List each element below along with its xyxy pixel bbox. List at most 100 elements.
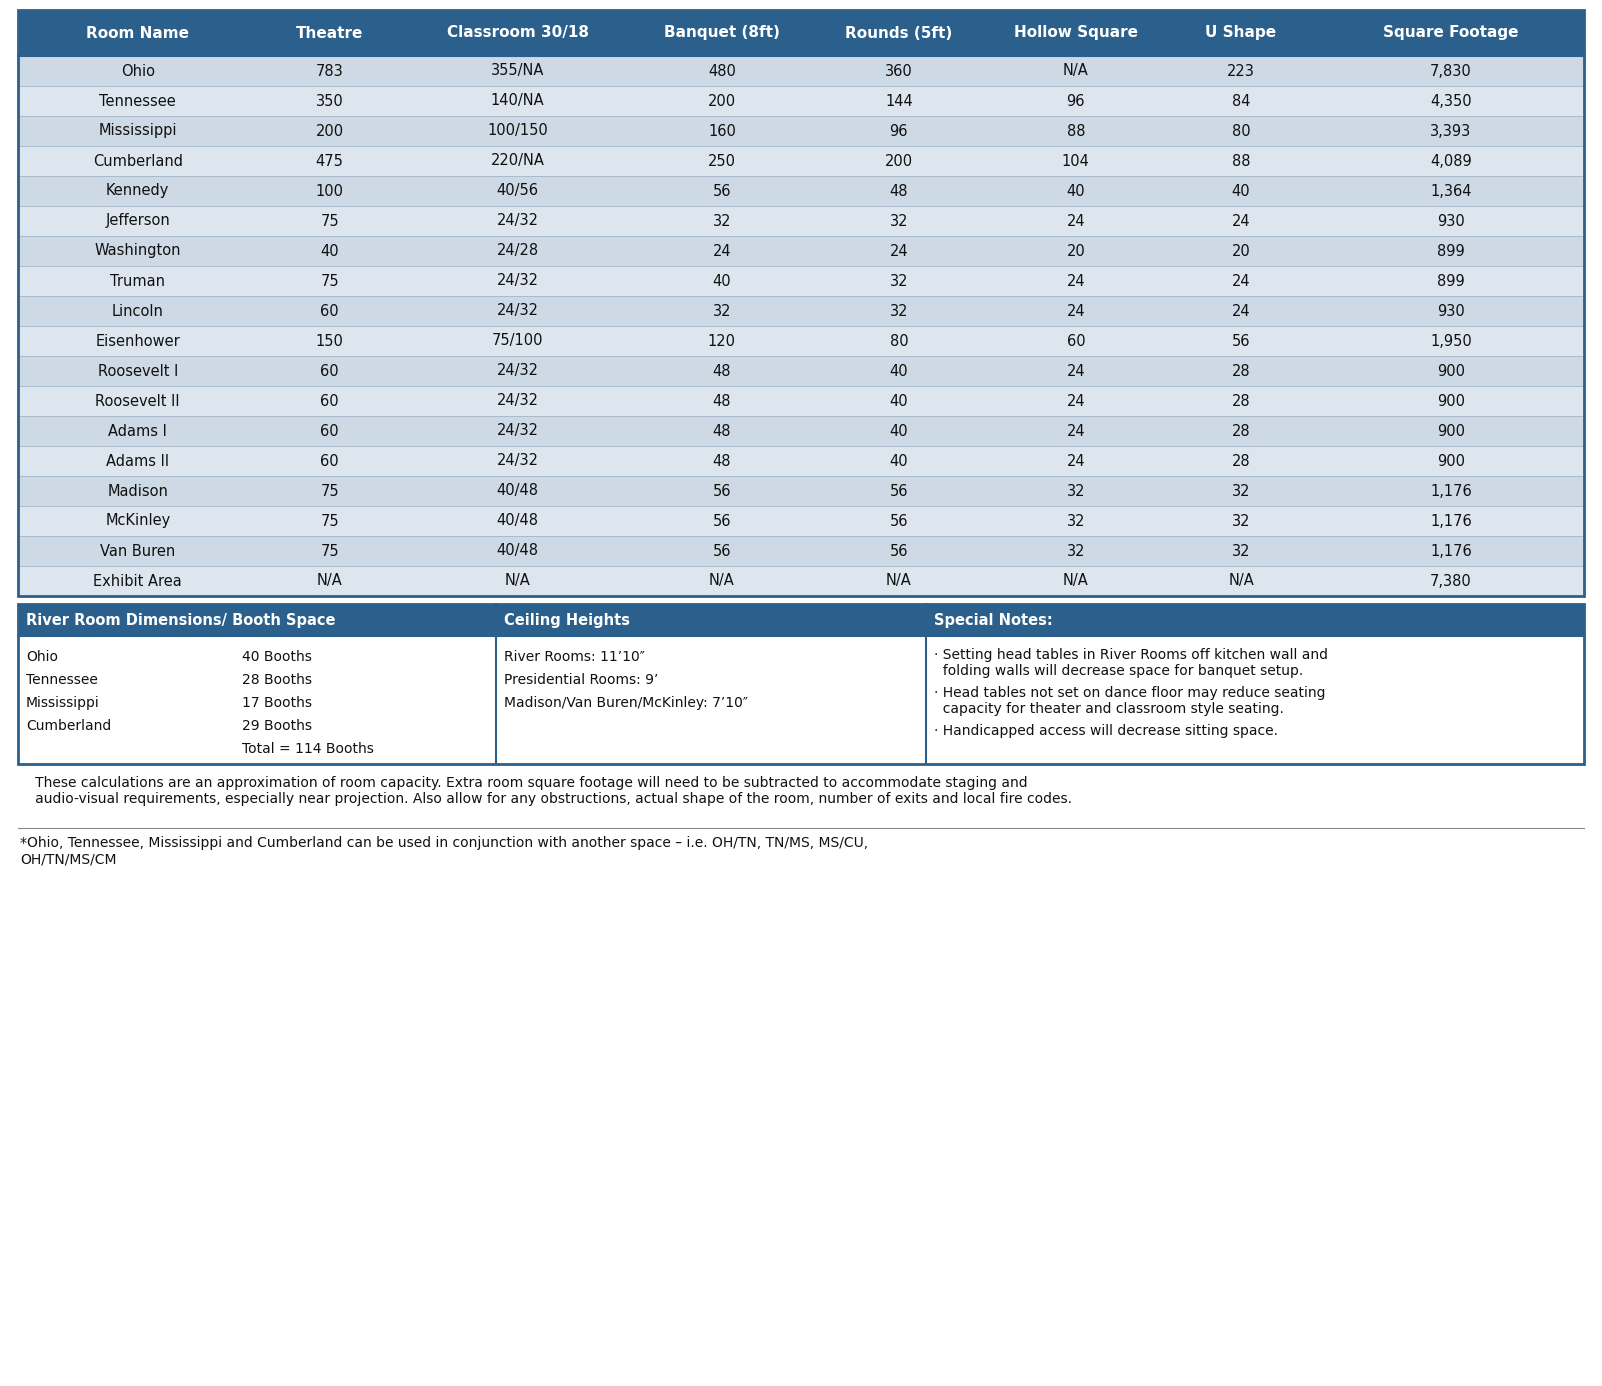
Text: Ohio: Ohio [120,64,155,79]
Text: 200: 200 [316,123,344,139]
Text: 475: 475 [316,154,343,169]
Text: 140/NA: 140/NA [490,93,545,108]
Bar [18,10,1584,596]
Text: 24/32: 24/32 [497,273,538,288]
Text: Jefferson: Jefferson [106,213,170,229]
Text: 32: 32 [889,304,908,319]
Text: 56: 56 [713,513,731,528]
Text: 355/NA: 355/NA [490,64,545,79]
Text: 480: 480 [708,64,735,79]
Text: Classroom 30/18: Classroom 30/18 [447,25,588,40]
Text: 20: 20 [1232,244,1251,259]
Text: 48: 48 [713,453,731,468]
Text: 24: 24 [1067,213,1085,229]
Text: 75: 75 [320,543,340,559]
Text: 60: 60 [320,304,340,319]
Text: 24/32: 24/32 [497,453,538,468]
Text: 1,176: 1,176 [1431,484,1472,499]
Text: 17 Booths: 17 Booths [242,696,312,710]
Text: N/A: N/A [1064,574,1089,589]
Text: Eisenhower: Eisenhower [96,334,179,348]
Text: 40: 40 [889,394,908,409]
Text: 200: 200 [708,93,735,108]
Text: 40 Booths: 40 Booths [242,650,312,664]
Text: Madison: Madison [107,484,168,499]
Text: N/A: N/A [1229,574,1254,589]
Text: Exhibit Area: Exhibit Area [93,574,183,589]
Text: 24: 24 [1232,273,1250,288]
Text: 48: 48 [713,424,731,438]
Text: 75: 75 [320,213,340,229]
Text: 24: 24 [889,244,908,259]
Text: 40/48: 40/48 [497,513,538,528]
Text: Roosevelt I: Roosevelt I [98,363,178,378]
Text: U Shape: U Shape [1205,25,1277,40]
Text: 56: 56 [889,513,908,528]
Text: 28: 28 [1232,363,1250,378]
Text: 75: 75 [320,513,340,528]
Text: 28: 28 [1232,424,1250,438]
Text: 40/48: 40/48 [497,543,538,559]
Text: 24/32: 24/32 [497,213,538,229]
Text: Cumberland: Cumberland [26,719,111,733]
Text: 24: 24 [1067,394,1085,409]
Bar [18,604,495,636]
Text: 60: 60 [320,453,340,468]
Bar [18,326,1584,356]
Text: N/A: N/A [1064,64,1089,79]
Text: 40/56: 40/56 [497,183,538,198]
Text: 1,176: 1,176 [1431,513,1472,528]
Bar [926,604,1584,636]
Text: 75: 75 [320,484,340,499]
Text: 28: 28 [1232,453,1250,468]
Text: 100: 100 [316,183,344,198]
Text: 144: 144 [884,93,913,108]
Text: N/A: N/A [317,574,343,589]
Text: 88: 88 [1232,154,1250,169]
Text: 60: 60 [320,363,340,378]
Bar [495,604,926,636]
Text: 28: 28 [1232,394,1250,409]
Bar [18,565,1584,596]
Text: 24/32: 24/32 [497,363,538,378]
Text: Cumberland: Cumberland [93,154,183,169]
Bar [18,506,1584,536]
Text: 24: 24 [1067,453,1085,468]
Text: Roosevelt II: Roosevelt II [96,394,179,409]
Text: Hollow Square: Hollow Square [1014,25,1137,40]
Text: 360: 360 [884,64,913,79]
Text: Ceiling Heights: Ceiling Heights [503,613,630,628]
Bar [18,176,1584,207]
Text: 1,364: 1,364 [1431,183,1472,198]
Text: Madison/Van Buren/McKinley: 7’10″: Madison/Van Buren/McKinley: 7’10″ [503,696,748,710]
Text: 80: 80 [1232,123,1250,139]
Text: 32: 32 [1067,513,1085,528]
Bar [18,604,1584,764]
Bar [18,146,1584,176]
Text: 32: 32 [1232,484,1250,499]
Text: 120: 120 [708,334,735,348]
Text: 32: 32 [889,273,908,288]
Bar [18,266,1584,297]
Text: 48: 48 [889,183,908,198]
Text: 900: 900 [1437,394,1464,409]
Bar [18,297,1584,326]
Text: 899: 899 [1437,273,1464,288]
Text: 24: 24 [1067,363,1085,378]
Text: 32: 32 [889,213,908,229]
Text: 930: 930 [1437,304,1464,319]
Text: 24: 24 [713,244,731,259]
Text: Banquet (8ft): Banquet (8ft) [663,25,780,40]
Text: 4,350: 4,350 [1431,93,1472,108]
Text: 7,830: 7,830 [1431,64,1472,79]
Text: 56: 56 [713,484,731,499]
Text: 900: 900 [1437,363,1464,378]
Text: 32: 32 [1067,543,1085,559]
Text: 32: 32 [1232,543,1250,559]
Text: 32: 32 [713,304,731,319]
Text: Presidential Rooms: 9’: Presidential Rooms: 9’ [503,674,658,687]
Text: 40: 40 [889,453,908,468]
Text: 80: 80 [889,334,908,348]
Bar [18,475,1584,506]
Text: 88: 88 [1067,123,1085,139]
